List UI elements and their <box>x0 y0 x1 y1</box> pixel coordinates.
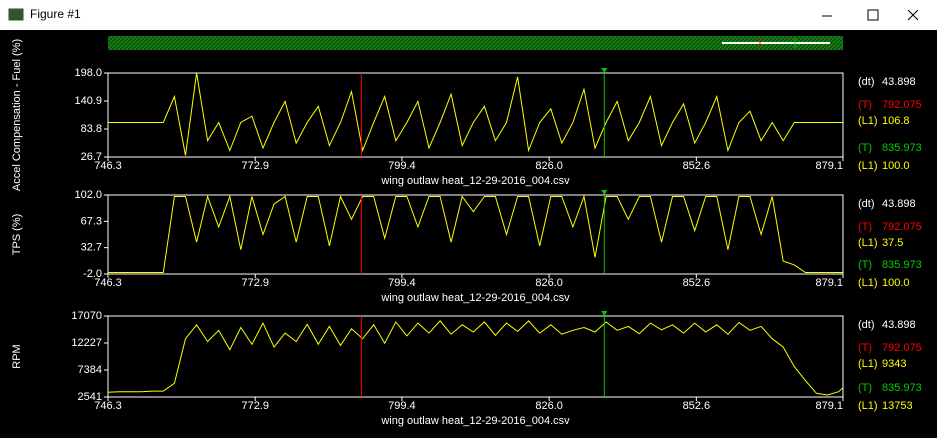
cursor-time-value: 835.973 <box>882 382 922 394</box>
y-tick-label: 198.0 <box>74 67 102 79</box>
cursor-time-value: 792.075 <box>882 342 922 354</box>
signal-line <box>108 194 843 273</box>
cursor-time-label: (T) <box>858 99 872 111</box>
x-tick-label: 746.3 <box>94 400 122 412</box>
y-tick-label: 7384 <box>78 364 102 376</box>
maximize-button[interactable] <box>867 9 879 21</box>
y-tick-label: 67.3 <box>81 215 102 227</box>
x-tick-label: 799.4 <box>388 277 416 289</box>
cursor-marker <box>601 311 608 316</box>
readout-label: (L1) <box>858 160 878 172</box>
readout-value: 37.5 <box>882 237 903 249</box>
y-tick-label: 2541 <box>78 391 102 403</box>
readout-label: (L1) <box>858 400 878 412</box>
readout-label: (L1) <box>858 237 878 249</box>
readout-value: 100.0 <box>882 277 910 289</box>
y-tick-label: 102.0 <box>74 189 102 201</box>
dt-label: (dt) <box>858 76 875 88</box>
y-tick-label: 83.8 <box>81 123 102 135</box>
overview-bar[interactable] <box>108 36 843 50</box>
y-tick-label: 140.9 <box>74 95 102 107</box>
x-tick-label: 772.9 <box>241 400 269 412</box>
x-tick-label: 799.4 <box>388 400 416 412</box>
y-axis-label: Accel Compensation - Fuel (%) <box>11 39 23 191</box>
y-tick-label: 26.7 <box>81 151 102 163</box>
y-tick-label: 12227 <box>71 337 102 349</box>
dt-value: 43.898 <box>882 198 916 210</box>
cursor-time-label: (T) <box>858 382 872 394</box>
signal-line <box>107 320 844 396</box>
signal-line <box>108 72 843 156</box>
x-tick-label: 852.6 <box>683 277 711 289</box>
x-tick-label: 799.4 <box>388 160 416 172</box>
x-tick-label: 746.3 <box>94 160 122 172</box>
dt-label: (dt) <box>858 319 875 331</box>
window-title: Figure #1 <box>30 7 81 21</box>
cursor-time-value: 792.075 <box>882 99 922 111</box>
x-tick-label: 879.1 <box>815 400 843 412</box>
readout-label: (L1) <box>858 358 878 370</box>
x-axis-label: wing outlaw heat_12-29-2016_004.csv <box>380 415 570 427</box>
x-tick-label: 826.0 <box>535 160 563 172</box>
cursor-time-label: (T) <box>858 221 872 233</box>
cursor-time-value: 792.075 <box>882 221 922 233</box>
x-tick-label: 772.9 <box>241 160 269 172</box>
dt-label: (dt) <box>858 198 875 210</box>
readout-label: (L1) <box>858 115 878 127</box>
x-tick-label: 826.0 <box>535 400 563 412</box>
plot-frame <box>107 315 844 398</box>
y-tick-label: 32.7 <box>81 242 102 254</box>
readout-label: (L1) <box>858 277 878 289</box>
readout-value: 106.8 <box>882 115 910 127</box>
plot-frame <box>107 72 844 158</box>
cursor-time-label: (T) <box>858 259 872 271</box>
readout-value: 13753 <box>882 400 913 412</box>
cursor-time-label: (T) <box>858 342 872 354</box>
cursor-time-label: (T) <box>858 142 872 154</box>
x-tick-label: 772.9 <box>241 277 269 289</box>
app-icon <box>8 8 24 21</box>
x-axis-label: wing outlaw heat_12-29-2016_004.csv <box>380 292 570 304</box>
x-axis-label: wing outlaw heat_12-29-2016_004.csv <box>380 175 570 187</box>
readout-value: 9343 <box>882 358 906 370</box>
dt-value: 43.898 <box>882 319 916 331</box>
cursor-marker <box>601 190 608 195</box>
cursor-marker <box>601 68 608 73</box>
plot-area-bg <box>0 30 937 438</box>
x-tick-label: 826.0 <box>535 277 563 289</box>
y-tick-label: -2.0 <box>83 268 102 280</box>
x-tick-label: 746.3 <box>94 277 122 289</box>
plot-frame <box>107 194 844 275</box>
x-tick-label: 852.6 <box>683 400 711 412</box>
x-tick-label: 852.6 <box>683 160 711 172</box>
cursor-time-value: 835.973 <box>882 142 922 154</box>
cursor-time-value: 835.973 <box>882 259 922 271</box>
y-axis-label: TPS (%) <box>11 214 23 256</box>
readout-value: 100.0 <box>882 160 910 172</box>
x-tick-label: 879.1 <box>815 160 843 172</box>
dt-value: 43.898 <box>882 76 916 88</box>
y-axis-label: RPM <box>11 344 23 368</box>
close-button[interactable] <box>907 9 919 21</box>
y-tick-label: 17070 <box>71 310 102 322</box>
x-tick-label: 879.1 <box>815 277 843 289</box>
